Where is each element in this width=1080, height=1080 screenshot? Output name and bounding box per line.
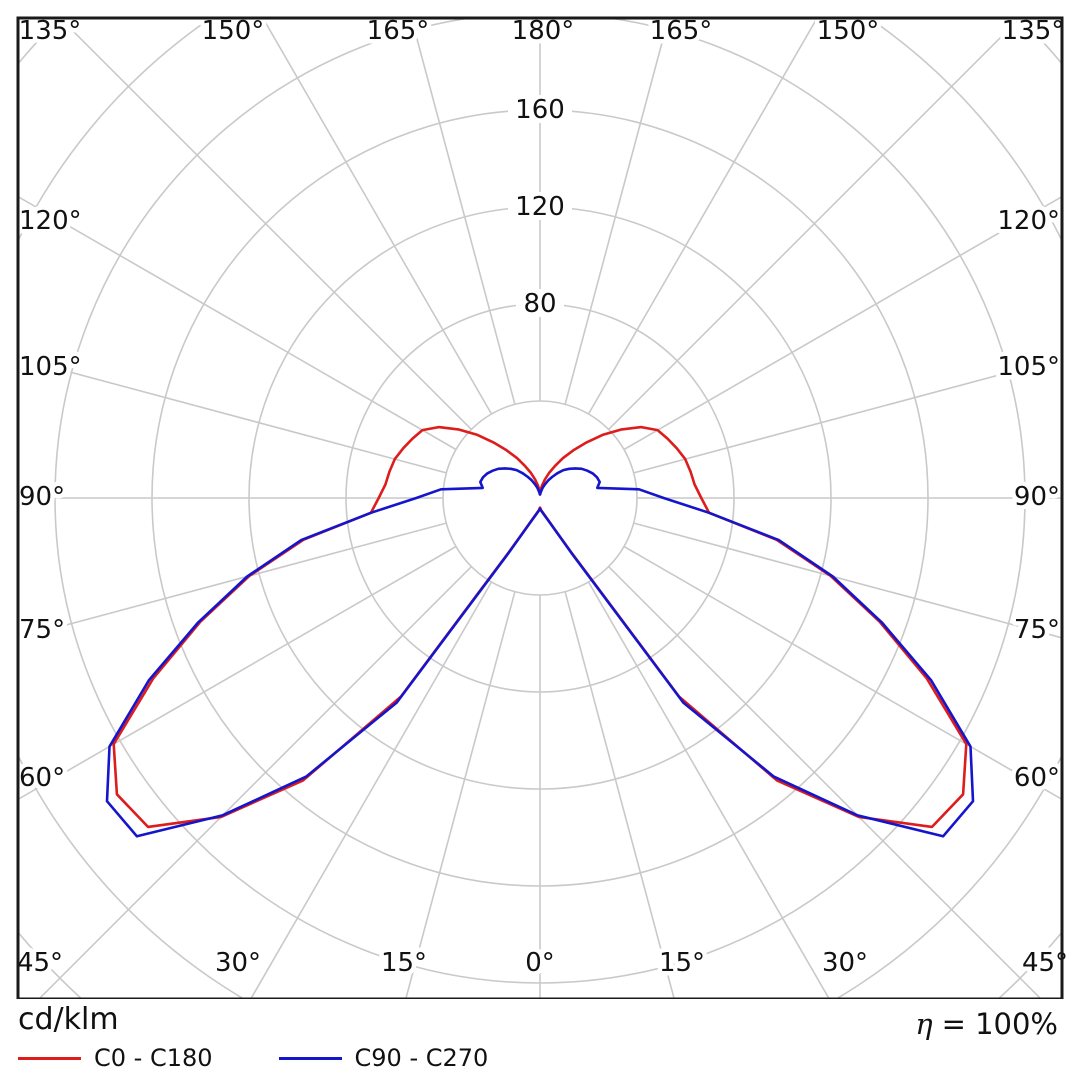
gamma-label-top-3: 180° bbox=[512, 16, 575, 46]
eta-symbol: η bbox=[915, 1007, 933, 1041]
grid-spoke-240 bbox=[18, 195, 457, 451]
gamma-label-top-0: 135° bbox=[19, 16, 82, 46]
grid-ring-40 bbox=[442, 400, 638, 596]
gamma-label-left-0: 120° bbox=[19, 206, 82, 236]
grid-spoke-15 bbox=[564, 591, 676, 999]
gamma-label-top-4: 165° bbox=[650, 16, 713, 46]
legend-swatch-c0-c180 bbox=[18, 1056, 81, 1060]
gamma-label-bottom-0: 45° bbox=[17, 948, 63, 978]
legend-area: cd/klm C0 - C180 C90 - C270 η = 100% bbox=[0, 999, 1080, 1080]
grid-spoke-195 bbox=[410, 18, 516, 405]
radial-label-bg-160 bbox=[508, 95, 572, 123]
grid-spoke-60 bbox=[623, 545, 1062, 801]
grid-spoke-210 bbox=[261, 18, 493, 415]
grid-spoke-300 bbox=[18, 545, 457, 801]
radial-label-160: 160 bbox=[515, 95, 565, 125]
units-label: cd/klm bbox=[18, 1002, 119, 1037]
gamma-label-top-5: 150° bbox=[817, 16, 880, 46]
grid-spoke-105 bbox=[633, 357, 1062, 474]
grid-spoke-255 bbox=[18, 357, 447, 474]
grid-spoke-45 bbox=[608, 566, 1043, 999]
grid-spoke-75 bbox=[633, 522, 1062, 639]
legend: C0 - C180 C90 - C270 bbox=[18, 1043, 488, 1073]
gamma-label-bottom-2: 15° bbox=[381, 948, 427, 978]
gamma-label-left-1: 105° bbox=[19, 352, 82, 382]
grid-spoke-225 bbox=[58, 18, 472, 430]
radial-label-bg-80 bbox=[516, 289, 564, 317]
gamma-label-bottom-4: 15° bbox=[659, 948, 705, 978]
grid-spoke-120 bbox=[623, 195, 1062, 451]
gamma-label-bottom-5: 30° bbox=[822, 948, 868, 978]
gamma-label-bottom-3: 0° bbox=[525, 948, 555, 978]
gamma-label-right-0: 120° bbox=[997, 206, 1060, 236]
grid-spoke-315 bbox=[37, 566, 472, 999]
grid-spoke-345 bbox=[404, 591, 516, 999]
gamma-label-right-1: 105° bbox=[997, 352, 1060, 382]
grid-spoke-135 bbox=[608, 18, 1022, 430]
legend-label-c90-c270: C90 - C270 bbox=[354, 1044, 489, 1072]
curve-c90-c270-right bbox=[538, 467, 975, 838]
axis-labels: 135° 150° 165° 180° 165° 150° 135° 120° 105° 90° 7… bbox=[12, 12, 1072, 983]
gamma-label-bottom-1: 30° bbox=[215, 948, 261, 978]
gamma-label-left-2: 90° bbox=[19, 482, 65, 512]
gamma-label-top-1: 150° bbox=[202, 16, 265, 46]
intensity-curves bbox=[105, 425, 975, 838]
grid-spoke-165 bbox=[564, 18, 670, 405]
eta-value: = 100% bbox=[941, 1007, 1058, 1041]
efficiency-label: η = 100% bbox=[915, 1007, 1058, 1041]
radial-label-80: 80 bbox=[523, 289, 556, 319]
grid-spoke-150 bbox=[587, 18, 819, 415]
gamma-label-right-3: 75° bbox=[1014, 615, 1060, 645]
legend-swatch-c90-c270 bbox=[278, 1056, 342, 1060]
legend-label-c0-c180: C0 - C180 bbox=[94, 1044, 213, 1072]
grid-spoke-30 bbox=[587, 581, 831, 999]
gamma-label-right-2: 90° bbox=[1014, 482, 1060, 512]
radial-label-120: 120 bbox=[515, 192, 565, 222]
gamma-label-left-4: 60° bbox=[19, 763, 65, 793]
radial-label-bg-120 bbox=[508, 192, 572, 220]
gamma-label-top-2: 165° bbox=[367, 16, 430, 46]
grid-spoke-285 bbox=[18, 522, 447, 639]
gamma-label-left-3: 75° bbox=[19, 615, 65, 645]
gamma-label-right-4: 60° bbox=[1014, 763, 1060, 793]
gamma-label-top-6: 135° bbox=[1002, 16, 1065, 46]
curve-c90-c270-left bbox=[105, 467, 542, 838]
grid-spoke-330 bbox=[249, 581, 493, 999]
